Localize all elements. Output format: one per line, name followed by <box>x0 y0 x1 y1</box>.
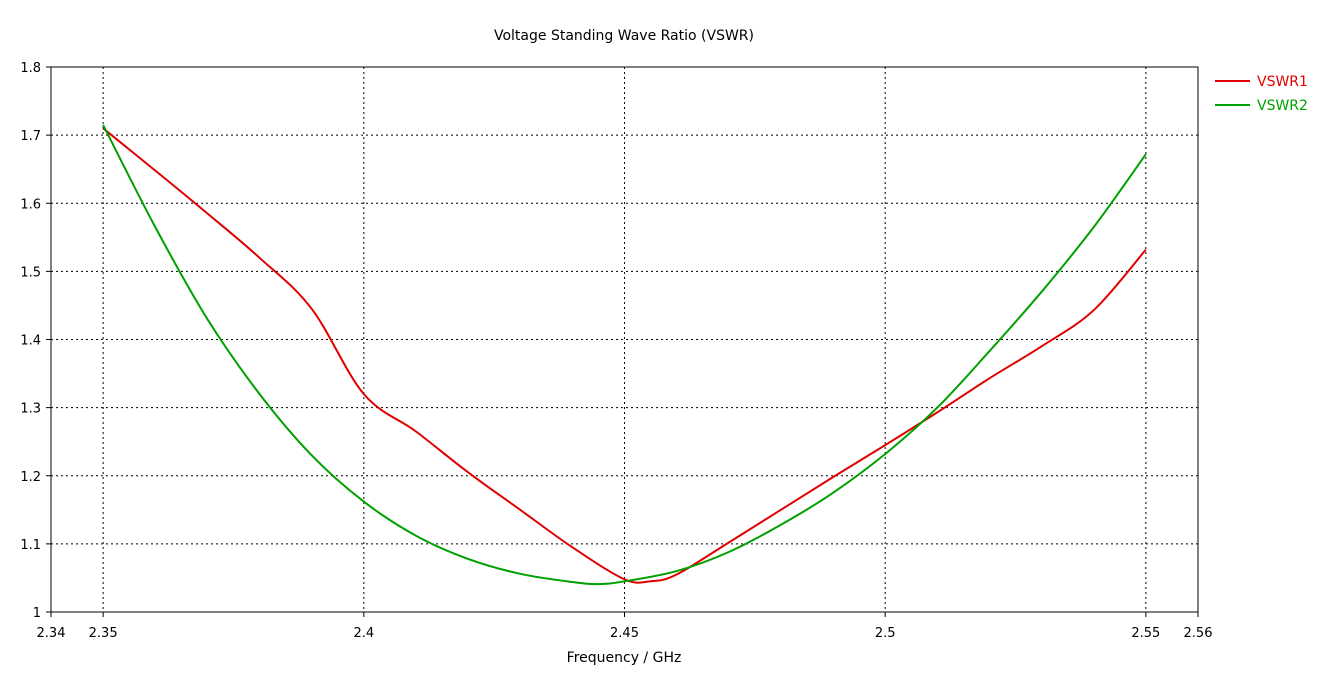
grid <box>51 67 1198 612</box>
series-group <box>102 124 1147 586</box>
y-tick-label: 1.1 <box>20 538 41 553</box>
series-line-vswr1 <box>102 127 1147 584</box>
series-line-vswr2 <box>102 124 1147 586</box>
x-tick-label: 2.4 <box>353 626 374 641</box>
legend-label-vswr1: VSWR1 <box>1257 74 1308 90</box>
x-tick-label: 2.45 <box>610 626 639 641</box>
y-tick-label: 1.5 <box>20 265 41 280</box>
legend-label-vswr2: VSWR2 <box>1257 98 1308 114</box>
legend: VSWR1 VSWR2 <box>1215 74 1308 114</box>
y-tick-label: 1.6 <box>20 197 41 212</box>
x-tick-label: 2.34 <box>37 626 66 641</box>
y-tick-label: 1.4 <box>20 334 41 349</box>
x-axis: 2.34 2.35 2.4 2.45 2.5 2.55 2.56 <box>37 612 1213 641</box>
x-tick-label: 2.55 <box>1131 626 1160 641</box>
chart-title: Voltage Standing Wave Ratio (VSWR) <box>494 28 754 44</box>
y-tick-label: 1.7 <box>20 129 41 144</box>
y-tick-label: 1.2 <box>20 470 41 485</box>
y-tick-label: 1.3 <box>20 402 41 417</box>
x-tick-label: 2.35 <box>89 626 118 641</box>
x-tick-label: 2.5 <box>875 626 896 641</box>
y-axis: 1 1.1 1.2 1.3 1.4 1.5 1.6 1.7 1.8 <box>20 61 51 621</box>
x-axis-label: Frequency / GHz <box>567 650 682 666</box>
y-tick-label: 1.8 <box>20 61 41 76</box>
x-tick-label: 2.56 <box>1184 626 1213 641</box>
y-tick-label: 1 <box>33 606 41 621</box>
